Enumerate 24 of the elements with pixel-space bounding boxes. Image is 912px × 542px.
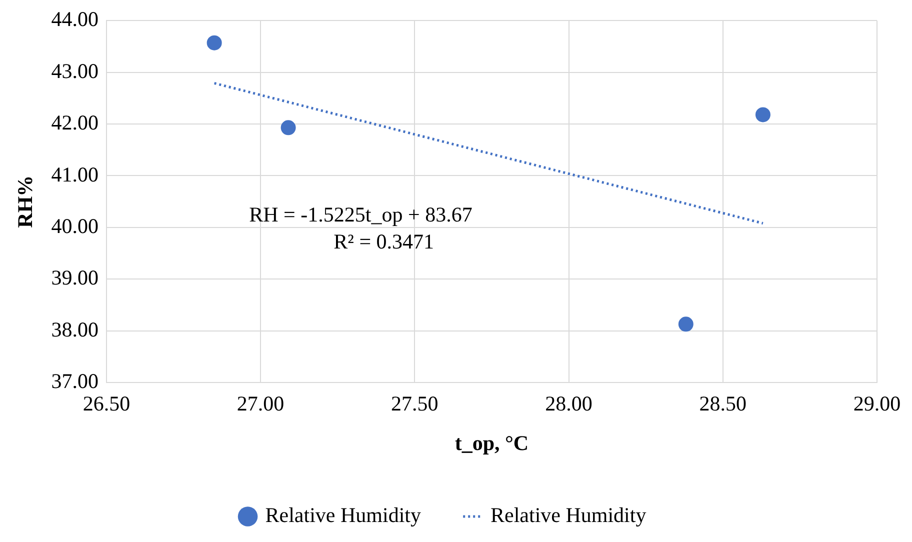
x-tick-label: 26.50 bbox=[82, 392, 130, 416]
y-tick-label: 39.00 bbox=[51, 266, 98, 290]
y-tick-label: 44.00 bbox=[51, 7, 98, 32]
annotation: RH = -1.5225t_op + 83.67 bbox=[249, 202, 472, 227]
y-tick-label: 43.00 bbox=[51, 58, 98, 83]
legend-label: Relative Humidity bbox=[265, 503, 422, 528]
x-tick-label: 27.00 bbox=[236, 392, 284, 416]
x-tick-label: 28.50 bbox=[699, 392, 747, 416]
legend-label: Relative Humidity bbox=[490, 503, 647, 528]
point bbox=[280, 120, 296, 136]
y-tick-label: 41.00 bbox=[51, 162, 98, 186]
x-tick-label: 27.50 bbox=[391, 392, 438, 416]
y-tick-label: 40.00 bbox=[51, 214, 98, 238]
y-axis-title: RH% bbox=[13, 175, 38, 228]
y-tick-label: 42.00 bbox=[51, 110, 98, 135]
point bbox=[206, 35, 222, 50]
x-axis-title: t_op, °C bbox=[454, 430, 529, 455]
point bbox=[755, 107, 770, 122]
x-tick-label: 29.00 bbox=[853, 392, 901, 416]
y-tick-label: 37.00 bbox=[51, 369, 98, 394]
y-tick-label: 38.00 bbox=[51, 317, 98, 342]
annotation: R² = 0.3471 bbox=[334, 230, 434, 254]
point bbox=[678, 316, 694, 332]
x-tick-label: 28.00 bbox=[545, 392, 592, 416]
